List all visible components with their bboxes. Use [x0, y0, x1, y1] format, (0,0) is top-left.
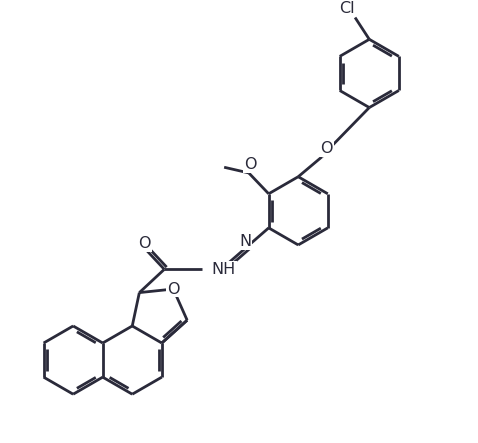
Text: O: O — [244, 157, 257, 172]
Text: O: O — [138, 236, 151, 251]
Text: NH: NH — [212, 262, 236, 277]
Text: N: N — [239, 234, 251, 249]
Text: O: O — [167, 282, 180, 296]
Text: Cl: Cl — [339, 1, 354, 16]
Text: O: O — [320, 141, 333, 156]
